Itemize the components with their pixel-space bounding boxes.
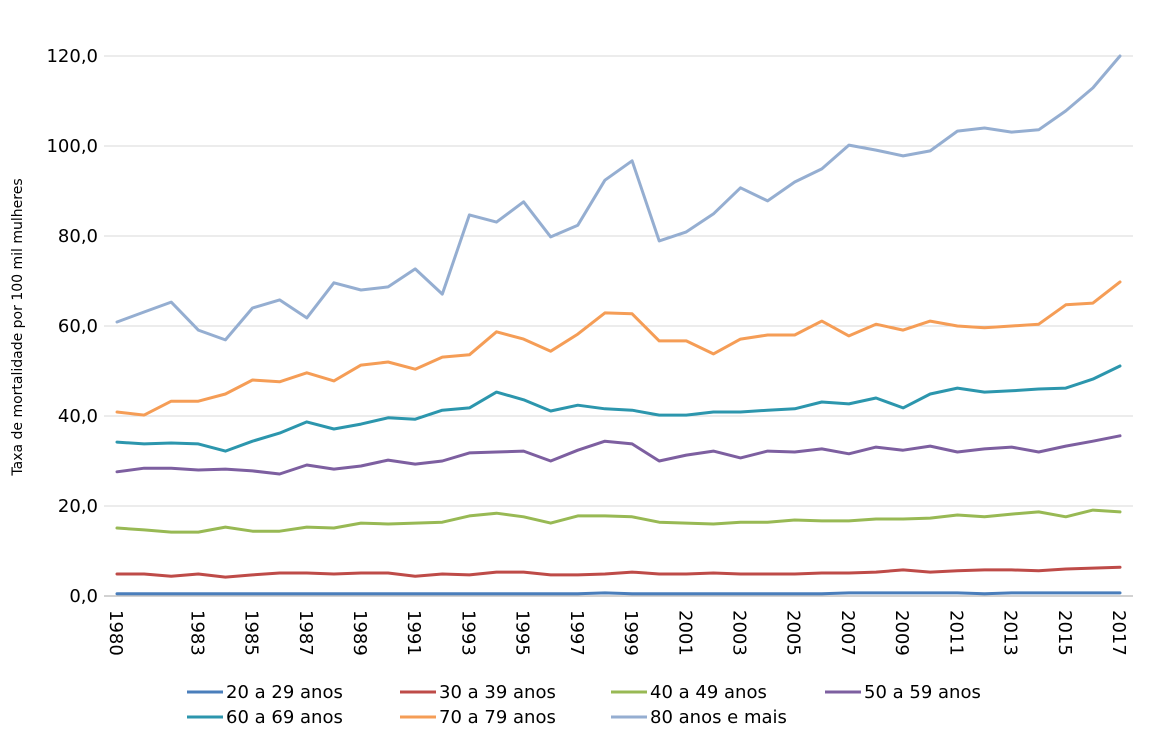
y-tick-label: 100,0 bbox=[46, 136, 98, 157]
legend-label: 30 a 39 anos bbox=[439, 682, 556, 703]
y-tick-label: 60,0 bbox=[58, 316, 98, 337]
series-line bbox=[115, 434, 1122, 476]
x-tick-label: 1989 bbox=[349, 610, 370, 656]
legend-item: 50 a 59 anos bbox=[825, 682, 981, 703]
x-axis: 1980 1983 1985 1987 1989 1991 1993 1995 1997 1999… bbox=[104, 595, 1133, 656]
x-tick-label: 1987 bbox=[295, 610, 316, 656]
x-tick-label: 1993 bbox=[457, 610, 478, 656]
legend-item: 40 a 49 anos bbox=[611, 682, 767, 703]
x-tick-label: 1980 bbox=[105, 610, 126, 656]
x-tick-label: 1999 bbox=[620, 610, 641, 656]
series-line bbox=[115, 508, 1122, 534]
x-tick-label: 2001 bbox=[674, 610, 695, 656]
series-line bbox=[115, 54, 1122, 342]
legend-label: 70 a 79 anos bbox=[439, 707, 556, 728]
y-tick-label: 0,0 bbox=[69, 586, 98, 607]
legend-label: 80 anos e mais bbox=[650, 707, 787, 728]
legend: 20 a 29 anos 30 a 39 anos 40 a 49 anos 50 a… bbox=[187, 682, 981, 728]
x-tick-label: 2017 bbox=[1108, 610, 1129, 656]
legend-label: 50 a 59 anos bbox=[864, 682, 981, 703]
legend-label: 40 a 49 anos bbox=[650, 682, 767, 703]
plot-area bbox=[115, 54, 1122, 596]
x-tick-label: 1983 bbox=[186, 610, 207, 656]
x-tick-label: 1985 bbox=[241, 610, 262, 656]
y-tick-label: 20,0 bbox=[58, 496, 98, 517]
series-line bbox=[115, 364, 1122, 453]
x-tick-label: 1991 bbox=[403, 610, 424, 656]
x-tick-label: 1997 bbox=[566, 610, 587, 656]
x-tick-label: 2003 bbox=[728, 610, 749, 656]
series-line bbox=[115, 565, 1122, 579]
legend-item: 80 anos e mais bbox=[611, 707, 787, 728]
legend-item: 60 a 69 anos bbox=[187, 707, 343, 728]
legend-item: 70 a 79 anos bbox=[400, 707, 556, 728]
legend-label: 20 a 29 anos bbox=[226, 682, 343, 703]
x-tick-label: 2007 bbox=[837, 610, 858, 656]
gridlines bbox=[104, 55, 1133, 597]
x-tick-label: 2005 bbox=[783, 610, 804, 656]
y-tick-label: 40,0 bbox=[58, 406, 98, 427]
y-tick-label: 80,0 bbox=[58, 226, 98, 247]
series-line bbox=[115, 591, 1122, 596]
y-axis-label: Taxa de mortalidade por 100 mil mulheres bbox=[10, 178, 26, 476]
x-tick-label: 2013 bbox=[1000, 610, 1021, 656]
legend-label: 60 a 69 anos bbox=[226, 707, 343, 728]
x-tick-label: 2009 bbox=[891, 610, 912, 656]
x-tick-label: 2011 bbox=[945, 610, 966, 656]
series-line bbox=[115, 280, 1122, 417]
x-tick-label: 1995 bbox=[512, 610, 533, 656]
y-tick-label: 120,0 bbox=[46, 46, 98, 67]
x-tick-label: 2015 bbox=[1054, 610, 1075, 656]
legend-item: 30 a 39 anos bbox=[400, 682, 556, 703]
legend-item: 20 a 29 anos bbox=[187, 682, 343, 703]
y-axis-ticks: 0,0 20,0 40,0 60,0 80,0 100,0 120,0 bbox=[46, 46, 98, 607]
